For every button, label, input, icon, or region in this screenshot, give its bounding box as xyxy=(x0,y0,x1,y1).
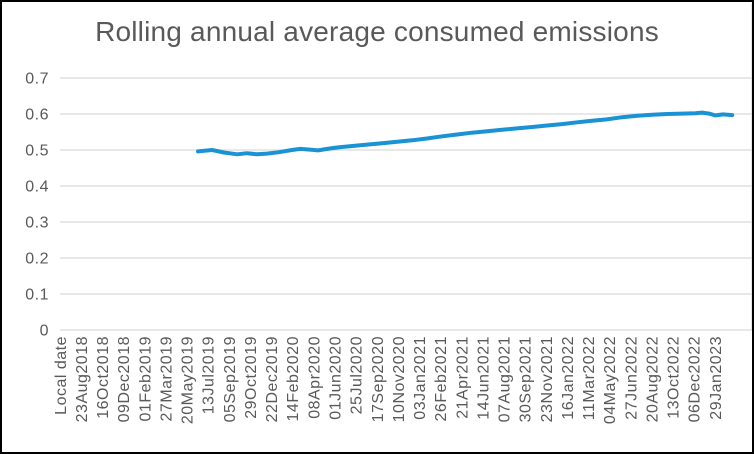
x-tick-label: 13Oct2022 xyxy=(666,336,683,419)
y-tick-label: 0.5 xyxy=(25,143,49,160)
x-tick-label: 20May2019 xyxy=(180,336,197,424)
x-tick-label: 10Nov2020 xyxy=(391,336,408,422)
x-tick-label: 13Jul2019 xyxy=(201,336,218,414)
x-tick-label: 14Jun2021 xyxy=(475,336,492,420)
emissions-line-series xyxy=(196,110,735,157)
x-tick-label: 01Jun2020 xyxy=(327,336,344,420)
x-tick-label: 26Feb2021 xyxy=(433,336,450,421)
x-tick-label: 01Feb2019 xyxy=(137,336,154,421)
x-tick-label: 21Apr2021 xyxy=(454,336,471,419)
x-tick-label: 04May2022 xyxy=(602,336,619,424)
x-tick-label: 07Aug2021 xyxy=(497,336,514,422)
y-tick-label: 0.1 xyxy=(25,287,49,304)
x-tick-label: 05Sep2019 xyxy=(222,336,239,422)
x-tick-label: 27Jun2022 xyxy=(623,336,640,420)
x-tick-label: 09Dec2018 xyxy=(116,336,133,422)
x-tick-label: 17Sep2020 xyxy=(370,336,387,422)
y-tick-label: 0.4 xyxy=(25,179,49,196)
y-tick-label: 0.7 xyxy=(25,71,49,88)
chart-title: Rolling annual average consumed emission… xyxy=(95,16,659,47)
x-tick-label: 16Oct2018 xyxy=(95,336,112,419)
x-tick-label: 29Jan2023 xyxy=(708,336,725,420)
x-tick-label: 30Sep2021 xyxy=(518,336,535,422)
y-tick-label: 0.3 xyxy=(25,215,49,232)
x-tick-label: 27Mar2019 xyxy=(158,336,175,421)
x-tick-label: 25Jul2020 xyxy=(349,336,366,414)
x-tick-label: 23Nov2021 xyxy=(539,336,556,422)
horizontal-gridlines xyxy=(60,77,752,331)
x-tick-label: 20Aug2022 xyxy=(644,336,661,422)
y-tick-label: 0 xyxy=(40,323,49,340)
x-tick-label: 16Jan2022 xyxy=(560,336,577,420)
x-tick-label: 14Feb2020 xyxy=(285,336,302,421)
x-tick-label: 23Aug2018 xyxy=(74,336,91,422)
x-tick-label: 29Oct2019 xyxy=(243,336,260,419)
x-tick-label: 06Dec2022 xyxy=(687,336,704,422)
x-tick-label: 11Mar2022 xyxy=(581,336,598,420)
y-tick-label: 0.6 xyxy=(25,107,49,124)
series-lines xyxy=(196,110,735,157)
x-tick-label: 08Apr2020 xyxy=(306,336,323,419)
x-axis-name-label: Local date xyxy=(53,336,70,415)
x-axis-tick-labels: Local date 23Aug2018 16Oct2018 09Dec2018 01F… xyxy=(53,336,725,424)
y-axis-tick-labels: 0.7 0.6 0.5 0.4 0.3 0.2 0.1 0 xyxy=(25,71,49,340)
x-tick-label: 03Jan2021 xyxy=(412,336,429,420)
y-tick-label: 0.2 xyxy=(25,251,49,268)
x-tick-label: 22Dec2019 xyxy=(264,336,281,422)
